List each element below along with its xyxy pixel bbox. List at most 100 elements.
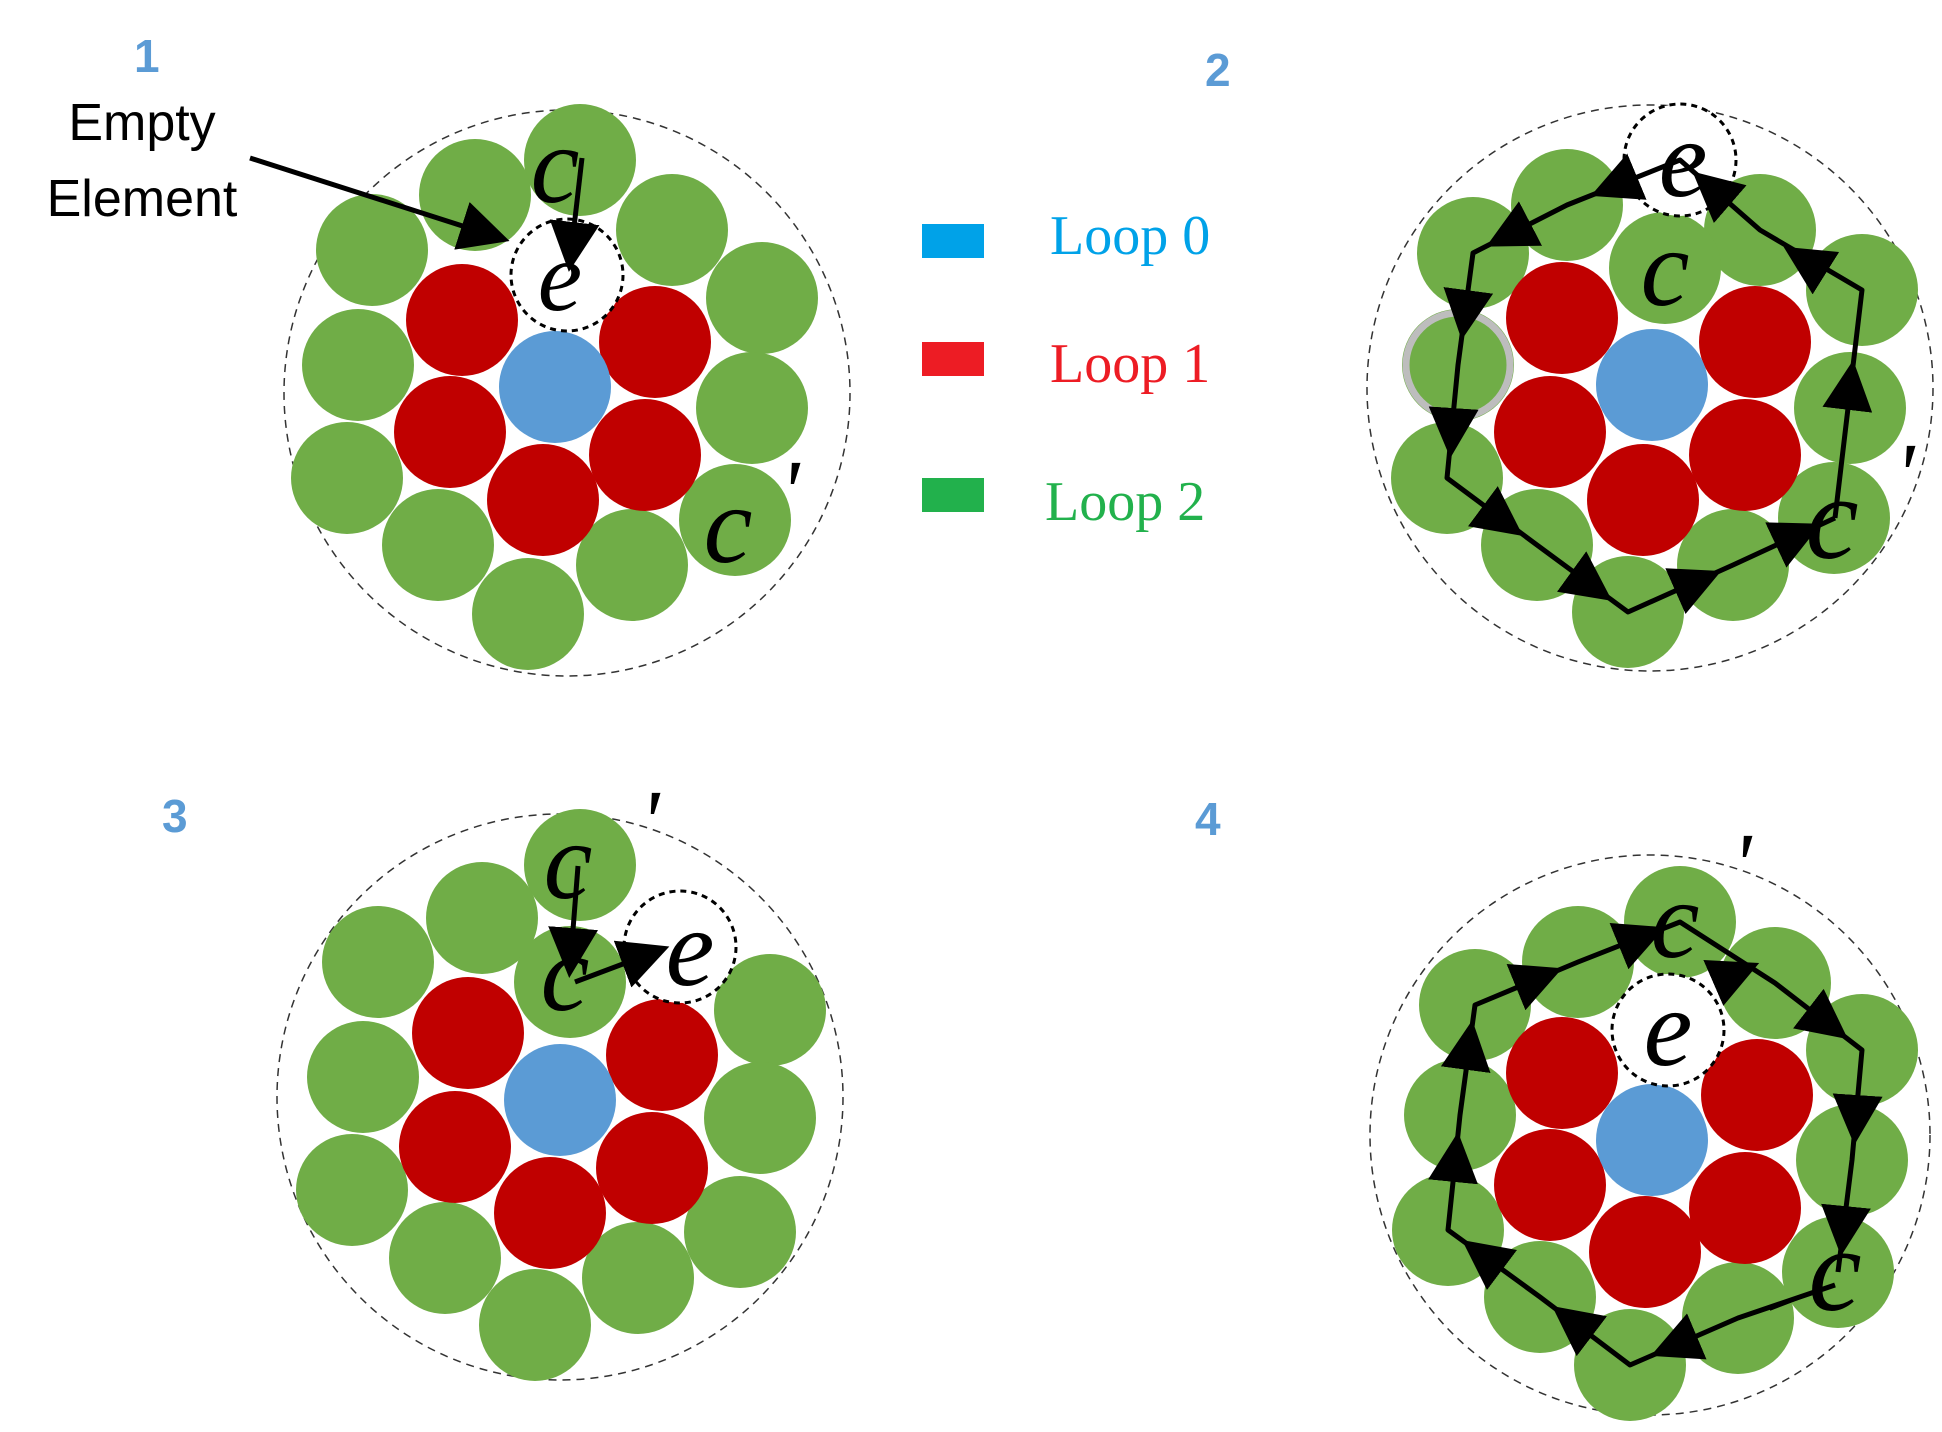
direction-arrow — [1821, 1203, 1871, 1256]
legend-label-loop2: Loop 2 — [1045, 471, 1205, 533]
symbol-c: c — [1808, 1203, 1861, 1336]
loop2-element — [576, 509, 688, 621]
direction-arrow — [1832, 1093, 1883, 1145]
direction-arrow — [1552, 1305, 1607, 1357]
loop2-element — [704, 1062, 816, 1174]
move-arrow — [549, 157, 600, 272]
symbol-c: c — [541, 912, 590, 1034]
prime-mark: ' — [1895, 426, 1916, 525]
symbol-c-prime: c — [1651, 859, 1700, 981]
panel-4: 4 e c ' c — [1195, 793, 1931, 1421]
direction-arrow — [1822, 360, 1873, 413]
legend-label-loop1: Loop 1 — [1050, 333, 1210, 395]
loop1-element — [406, 264, 518, 376]
panel-1: 1 c e c ' Empty — [47, 30, 851, 677]
loop0-center — [1596, 1084, 1708, 1196]
symbol-c-prime: c — [704, 464, 753, 586]
loop1-ring — [1494, 1017, 1813, 1308]
prime-mark: ' — [640, 773, 661, 872]
thin-connector — [1769, 1284, 1836, 1311]
loop1-element — [1689, 1152, 1801, 1264]
symbol-e: e — [1659, 98, 1708, 220]
boundary-circle — [1366, 104, 1934, 672]
loop2-element — [389, 1202, 501, 1314]
panel-number-4: 4 — [1195, 793, 1221, 845]
loop2-element — [307, 1021, 419, 1133]
loop2-element — [479, 1269, 591, 1381]
direction-arrow — [1793, 988, 1848, 1040]
direction-arrow — [1650, 1313, 1707, 1360]
annotation-element: Element — [47, 170, 238, 228]
loop2-element — [684, 1176, 796, 1288]
loop1-element — [599, 286, 711, 398]
symbol-e: e — [1644, 967, 1693, 1089]
legend-swatch-loop1 — [922, 342, 984, 376]
annotation-arrow — [249, 155, 510, 250]
direction-arrow — [1556, 551, 1613, 601]
symbol-c: c — [1641, 207, 1690, 329]
prime-mark: ' — [780, 443, 801, 542]
loop1-element — [1589, 1196, 1701, 1308]
move-arrow — [574, 940, 670, 988]
path-polyline — [1445, 919, 1865, 1368]
direction-arrow — [1590, 153, 1647, 200]
loop2-element — [316, 194, 428, 306]
legend-label-loop0: Loop 0 — [1050, 205, 1210, 267]
loop2-element — [472, 558, 584, 670]
direction-arrows — [1428, 922, 1883, 1360]
direction-arrow — [1703, 960, 1760, 1006]
loop1-element — [596, 1112, 708, 1224]
loop1-element — [1506, 1017, 1618, 1129]
direction-arrow — [1428, 406, 1479, 458]
loop1-element — [399, 1091, 511, 1203]
loop2-element — [419, 139, 531, 251]
direction-arrow — [1428, 1132, 1478, 1185]
direction-arrow — [1467, 486, 1524, 536]
panel-3: 3 c ' c e — [162, 773, 844, 1381]
legend: Loop 0 Loop 1 Loop 2 — [922, 205, 1210, 533]
loop2-element — [426, 862, 538, 974]
panel-2: 2 e c c ' — [1205, 44, 1934, 672]
loop1-element — [1587, 444, 1699, 556]
legend-swatch-loop2 — [922, 478, 984, 512]
direction-arrow — [1665, 568, 1722, 615]
loop1-ring — [1494, 262, 1811, 556]
loop0-center — [504, 1044, 616, 1156]
loop1-ring — [394, 264, 711, 556]
loop2-element — [582, 1222, 694, 1334]
loop0-center — [499, 331, 611, 443]
loop1-element — [589, 399, 701, 511]
panel-number-3: 3 — [162, 790, 188, 842]
symbol-c: c — [531, 104, 580, 226]
direction-arrow — [1462, 1240, 1517, 1290]
loop1-element — [412, 977, 524, 1089]
loop2-element — [679, 464, 791, 576]
loop1-element — [1506, 262, 1618, 374]
loop2-element — [616, 174, 728, 286]
loop1-ring — [399, 977, 718, 1269]
loop2-element — [382, 489, 494, 601]
symbol-c-prime: c — [544, 800, 593, 922]
annotation-empty: Empty — [68, 94, 215, 152]
loop0-center — [1596, 329, 1708, 441]
direction-arrows — [1428, 153, 1873, 615]
direction-arrow — [1692, 171, 1747, 224]
loop2-element — [302, 309, 414, 421]
loop1-element — [1701, 1039, 1813, 1151]
loop2-element — [714, 954, 826, 1066]
loop2-ring — [296, 809, 826, 1381]
loop1-element — [1689, 399, 1801, 511]
loop2-element — [322, 906, 434, 1018]
panel-number-2: 2 — [1205, 44, 1231, 96]
symbol-e: e — [538, 221, 582, 332]
prime-mark: ' — [1732, 816, 1753, 915]
loop2-element — [291, 422, 403, 534]
direction-arrow — [1506, 963, 1563, 1011]
loop2-element — [706, 242, 818, 354]
loop1-element — [487, 444, 599, 556]
loop2-element — [524, 809, 636, 921]
direction-arrow — [1443, 287, 1494, 340]
direction-arrow — [1765, 522, 1822, 568]
empty-element — [1610, 972, 1726, 1088]
